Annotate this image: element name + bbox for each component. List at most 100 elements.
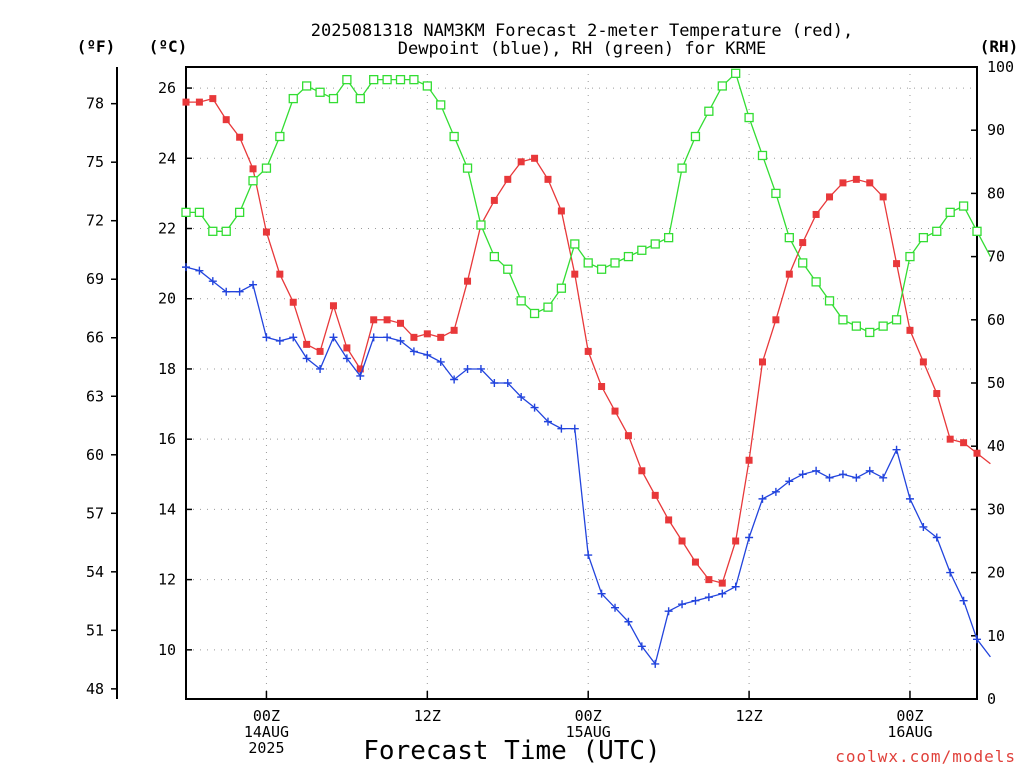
data-point [182, 98, 190, 106]
data-point [651, 491, 659, 499]
data-point [503, 379, 512, 387]
data-point [879, 193, 887, 201]
data-point [678, 600, 687, 609]
data-point [596, 264, 607, 274]
data-point [423, 330, 431, 338]
celsius-tick-label: 20 [158, 290, 176, 308]
data-point [960, 439, 968, 447]
celsius-tick-label: 22 [158, 220, 176, 238]
data-point [276, 270, 284, 278]
data-point [517, 393, 526, 402]
data-point [450, 326, 458, 334]
data-point [370, 316, 378, 324]
data-point [704, 593, 713, 602]
data-point [799, 239, 807, 247]
celsius-unit-label: (ºC) [149, 37, 188, 56]
data-point [852, 473, 861, 482]
data-point [490, 379, 499, 387]
rh-tick-label: 10 [987, 627, 1005, 645]
celsius-tick-label: 24 [158, 149, 176, 167]
data-point [328, 93, 339, 104]
data-point [784, 232, 794, 243]
fahrenheit-tick-label: 75 [86, 153, 104, 171]
data-point [208, 277, 217, 286]
data-point [757, 150, 768, 161]
data-point [355, 93, 365, 104]
data-point [893, 260, 901, 268]
data-point [838, 470, 847, 479]
plot-frame [185, 66, 978, 700]
data-point [891, 315, 902, 325]
data-point [771, 487, 780, 496]
data-point [382, 74, 392, 85]
data-point [315, 87, 325, 97]
data-point [771, 188, 781, 199]
data-point [839, 179, 847, 187]
time-tick-label: 12Z [414, 707, 441, 725]
data-point [556, 283, 567, 293]
data-point [261, 163, 272, 173]
source-credit[interactable]: coolwx.com/models [835, 747, 1016, 766]
data-point [598, 383, 606, 391]
fahrenheit-tick-label: 54 [86, 563, 104, 581]
x-axis-title: Forecast Time (UTC) [363, 736, 660, 766]
data-point [437, 333, 445, 341]
data-point [973, 449, 981, 457]
celsius-tick-label: 16 [158, 430, 176, 448]
rh-tick-label: 60 [987, 311, 1005, 329]
data-point [933, 390, 941, 398]
data-point [275, 336, 284, 345]
data-point [704, 106, 714, 116]
data-point [195, 98, 203, 106]
data-point [851, 321, 861, 331]
data-point [732, 537, 740, 545]
data-point [745, 456, 753, 464]
series-line [186, 72, 991, 334]
data-point [356, 365, 364, 373]
data-point [262, 228, 270, 236]
data-point [517, 158, 525, 166]
data-point [410, 333, 418, 341]
data-point [557, 207, 565, 215]
data-point [906, 326, 914, 334]
data-point [718, 579, 726, 587]
celsius-tick-label: 14 [158, 500, 176, 518]
data-point [665, 516, 673, 524]
series-temperature [182, 95, 991, 587]
axis-ticks: 10 12 14 16 18 20 22 24 26 48 51 54 57 60 63 66 69 72 75 78… [86, 58, 1014, 757]
data-point [449, 131, 459, 142]
data-point [905, 494, 914, 503]
data-point [476, 220, 486, 230]
data-point [504, 175, 512, 183]
time-tick-label: 14AUG [244, 723, 289, 741]
fahrenheit-tick-label: 66 [86, 329, 104, 347]
data-point [516, 296, 526, 306]
data-point [221, 226, 231, 236]
rh-tick-label: 20 [987, 564, 1005, 582]
rh-tick-label: 90 [987, 121, 1005, 139]
data-point [423, 350, 432, 359]
data-point [409, 74, 419, 85]
data-point [946, 568, 955, 577]
data-point [650, 239, 660, 249]
data-point [476, 364, 485, 373]
data-point [663, 232, 674, 243]
rh-tick-label: 0 [987, 690, 996, 708]
data-point [343, 344, 351, 352]
data-point [892, 445, 901, 454]
data-point [758, 494, 767, 503]
data-point [490, 196, 498, 204]
data-point [234, 207, 245, 218]
data-point [946, 435, 954, 443]
data-point [812, 210, 820, 218]
data-point [544, 175, 552, 183]
series-rh [181, 68, 991, 338]
data-point [624, 432, 632, 440]
data-point [422, 81, 432, 91]
data-point [878, 321, 888, 331]
data-point [450, 375, 459, 384]
data-point [383, 333, 392, 342]
data-point [811, 277, 821, 287]
data-point [812, 466, 821, 475]
data-point [879, 473, 888, 482]
